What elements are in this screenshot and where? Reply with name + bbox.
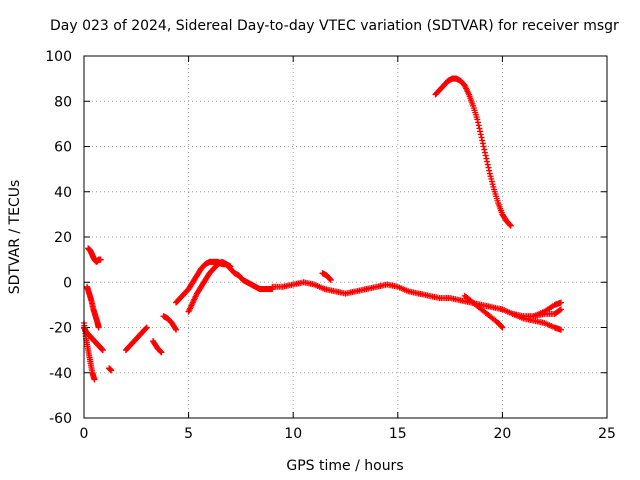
x-tick-label: 15 bbox=[389, 426, 407, 442]
y-tick-label: 20 bbox=[54, 230, 72, 246]
data-point-trace-g bbox=[158, 349, 165, 356]
x-axis-label: GPS time / hours bbox=[286, 458, 403, 474]
x-tick-label: 5 bbox=[184, 426, 193, 442]
data-point-trace-o bbox=[557, 326, 564, 333]
data-point-trace-h bbox=[172, 325, 179, 332]
data-point-trace-m bbox=[477, 131, 484, 138]
data-point-trace-m bbox=[478, 134, 485, 141]
data-point-trace-m bbox=[481, 149, 488, 156]
x-tick-label: 10 bbox=[284, 426, 302, 442]
data-point-trace-m bbox=[507, 221, 514, 228]
y-tick-label: 0 bbox=[63, 275, 72, 291]
data-point-trace-c bbox=[95, 324, 102, 331]
data-point-trace-l bbox=[327, 276, 334, 283]
data-point-trace-m bbox=[476, 125, 483, 132]
y-tick-label: -40 bbox=[49, 366, 72, 382]
axis-ticks: 0 5 10 15 20 25 -60 -40 -20 0 20 40 60 80 100 bbox=[45, 49, 616, 442]
data-points bbox=[81, 75, 564, 383]
data-point-trace-m bbox=[486, 167, 493, 174]
chart-title: Day 023 of 2024, Sidereal Day-to-day VTE… bbox=[50, 18, 619, 34]
y-tick-label: 100 bbox=[45, 49, 72, 65]
data-point-trace-m bbox=[484, 158, 491, 165]
x-tick-label: 0 bbox=[80, 426, 89, 442]
data-point-trace-p bbox=[556, 307, 563, 314]
data-point-trace-d bbox=[97, 256, 104, 263]
y-tick-label: 60 bbox=[54, 140, 72, 156]
data-point-trace-q bbox=[557, 299, 564, 306]
data-point-trace-m bbox=[477, 128, 484, 135]
data-point-trace-m bbox=[482, 152, 489, 159]
data-point-trace-f bbox=[143, 324, 150, 331]
grid-lines bbox=[84, 56, 607, 418]
data-point-trace-m bbox=[475, 122, 482, 129]
y-tick-label: -60 bbox=[49, 411, 72, 427]
y-axis-label: SDTVAR / TECUs bbox=[7, 180, 23, 295]
y-tick-label: 40 bbox=[54, 185, 72, 201]
data-point-trace-m bbox=[485, 164, 492, 171]
x-tick-label: 20 bbox=[493, 426, 511, 442]
data-point-trace-m bbox=[507, 222, 514, 229]
data-point-trace-a bbox=[91, 376, 98, 383]
data-point-trace-m bbox=[479, 137, 486, 144]
data-point-trace-h bbox=[173, 326, 180, 333]
data-point-trace-e bbox=[108, 367, 115, 374]
data-point-trace-p bbox=[557, 306, 564, 313]
data-point-trace-g bbox=[157, 348, 164, 355]
data-point-trace-m bbox=[480, 143, 487, 150]
data-point-trace-n bbox=[499, 324, 506, 331]
data-point-trace-n bbox=[498, 323, 505, 330]
data-point-trace-b bbox=[99, 347, 106, 354]
data-point-trace-l bbox=[327, 276, 334, 283]
x-tick-label: 25 bbox=[598, 426, 616, 442]
data-point-trace-m bbox=[474, 119, 481, 126]
data-point-trace-m bbox=[474, 116, 481, 123]
data-point-trace-m bbox=[483, 155, 490, 162]
data-point-trace-f bbox=[143, 325, 150, 332]
y-tick-label: 80 bbox=[54, 94, 72, 110]
y-tick-label: -20 bbox=[49, 321, 72, 337]
data-point-trace-m bbox=[481, 146, 488, 153]
data-point-trace-m bbox=[479, 140, 486, 147]
data-point-trace-m bbox=[484, 161, 491, 168]
plot-frame bbox=[83, 55, 608, 419]
